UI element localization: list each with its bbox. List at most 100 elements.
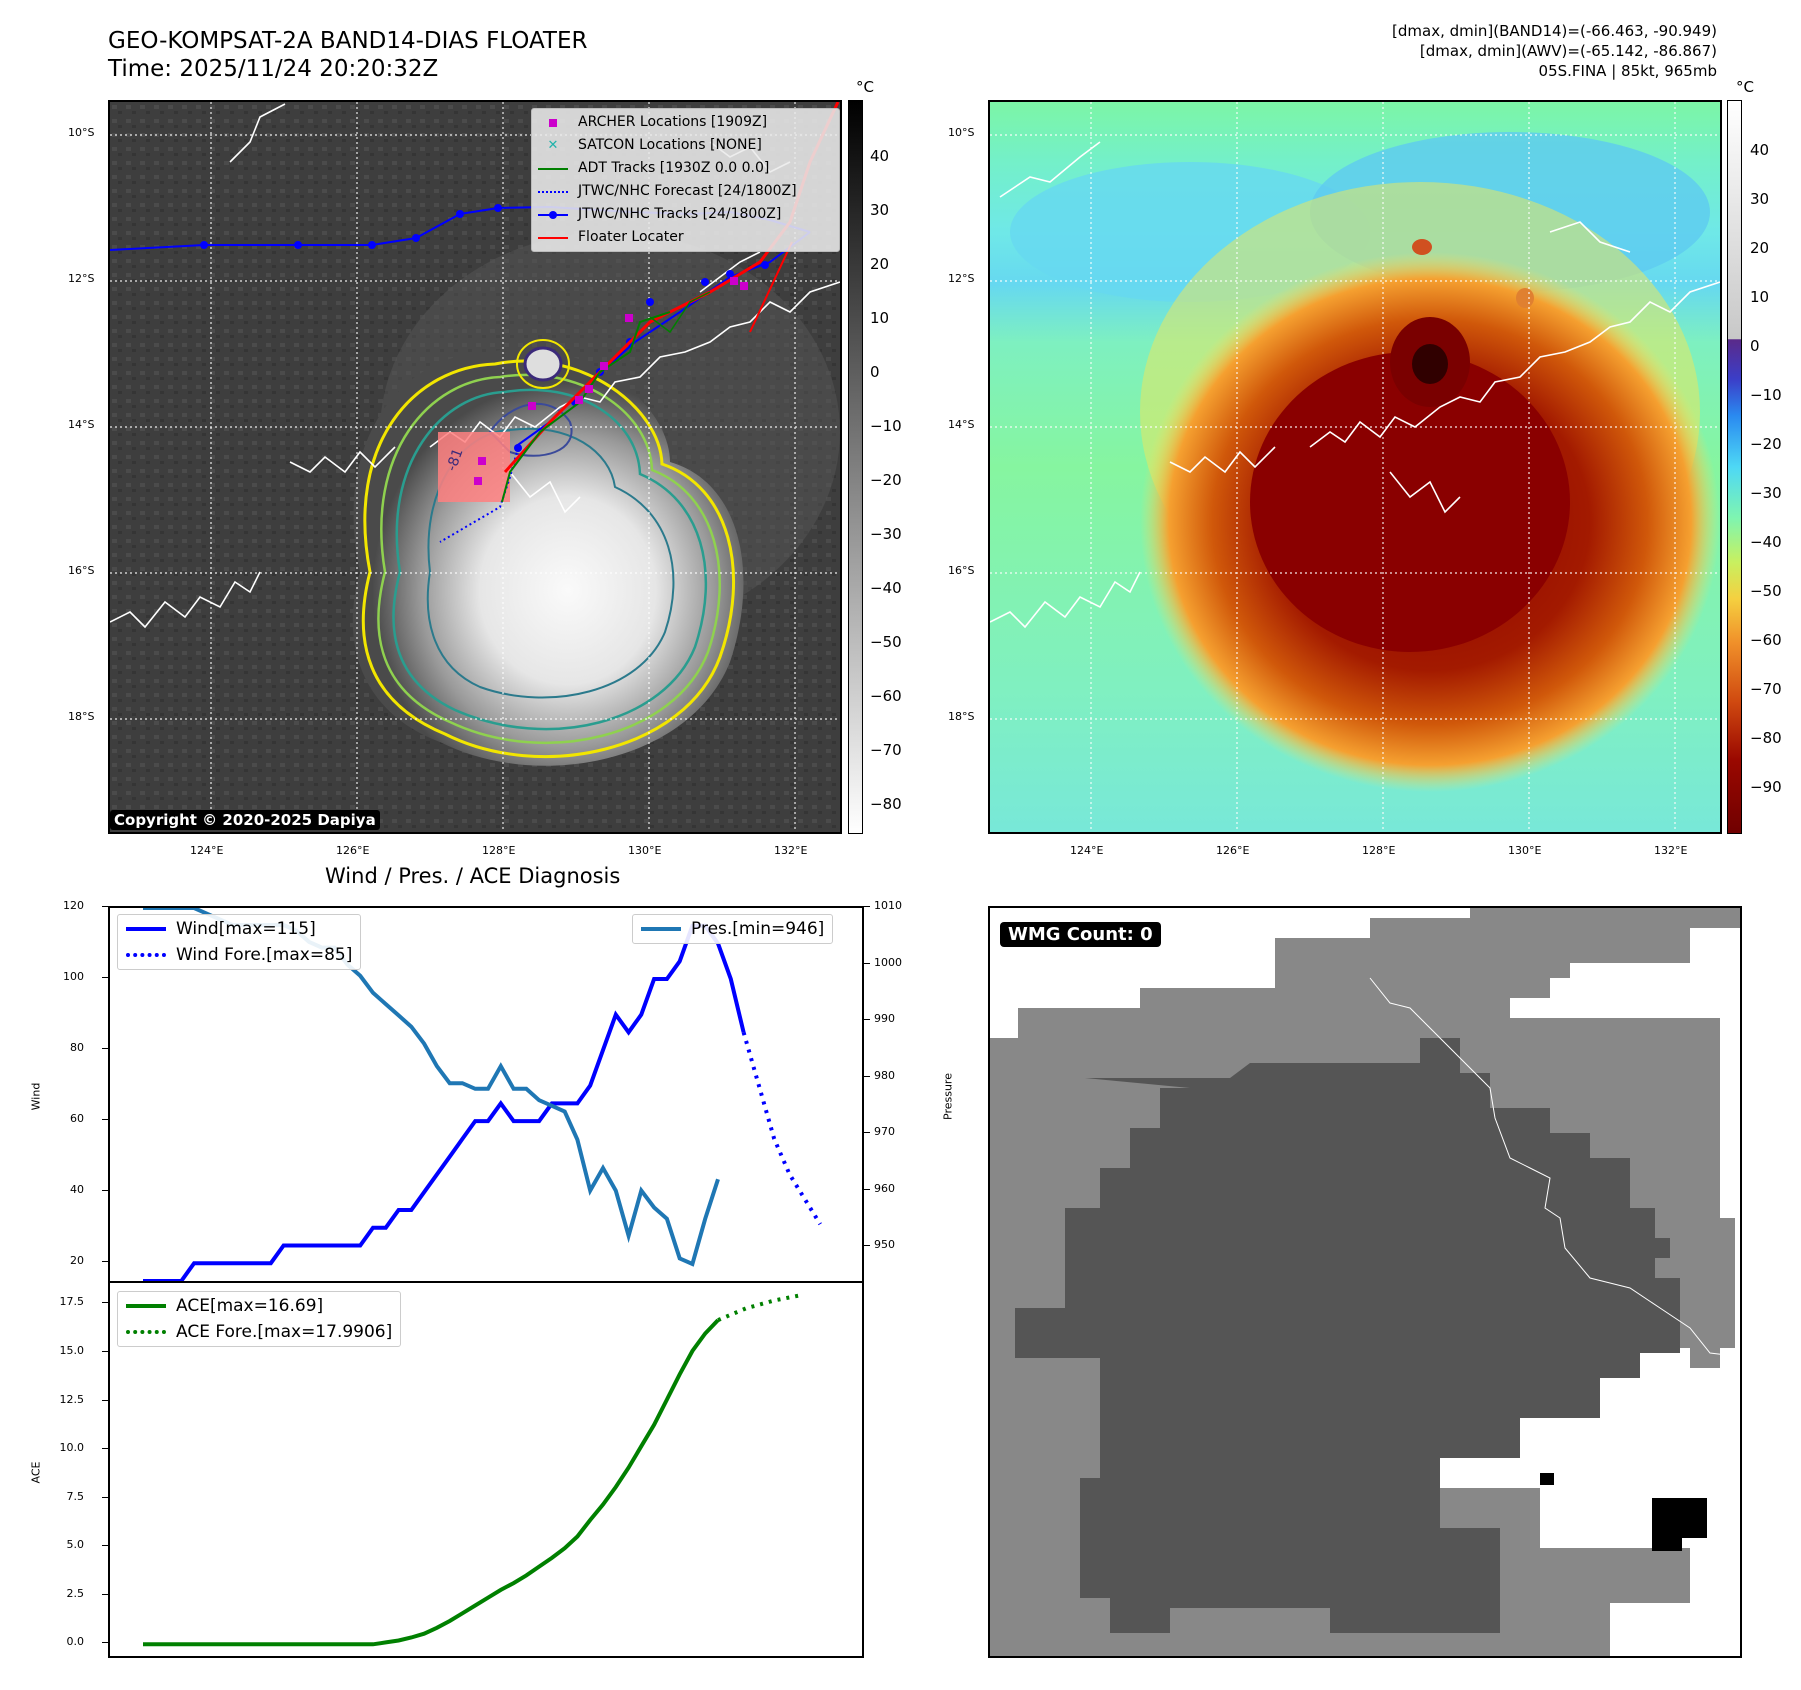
legend-item-adt: ADT Tracks [1930Z 0.0 0.0] xyxy=(538,157,833,180)
contour-label: -81 xyxy=(444,446,467,473)
ace-ytick: 15.0 xyxy=(59,1343,85,1357)
ace-tick-mark xyxy=(102,1350,108,1352)
lon-label: 128°E xyxy=(1362,844,1396,857)
wmg-count-badge: WMG Count: 0 xyxy=(1000,922,1161,947)
adt-track-segment xyxy=(649,291,711,334)
ace-svg xyxy=(143,1292,803,1647)
pressure-tick-mark xyxy=(864,962,870,964)
lon-label: 126°E xyxy=(336,844,370,857)
solid-line-icon xyxy=(126,1304,166,1308)
wv-colorbar-tick: −20 xyxy=(1750,435,1782,453)
ace-ytick: 5.0 xyxy=(66,1538,85,1552)
lat-label: 14°S xyxy=(68,418,95,431)
ir-colorbar-tick: −80 xyxy=(870,795,902,813)
legend-item-wind: Wind[max=115] xyxy=(126,916,352,942)
ir-colorbar-tick: 10 xyxy=(870,309,890,327)
floater-locater-segment xyxy=(749,241,793,333)
wv-satellite-image xyxy=(990,102,1720,832)
ace-ytick: 2.5 xyxy=(66,1586,85,1600)
info-awv-range: [dmax, dmin](AWV)=(-65.142, -86.867) xyxy=(1419,42,1717,60)
wmg-panel xyxy=(988,906,1742,1658)
wv-colorbar xyxy=(1727,100,1742,834)
wv-colorbar-tick: −50 xyxy=(1750,582,1782,600)
wind-ytick: 20 xyxy=(70,1254,84,1268)
wind-tick-mark xyxy=(102,977,108,979)
ace-axis-label: ACE xyxy=(29,1461,43,1484)
pressure-ytick: 960 xyxy=(874,1181,895,1195)
wv-colorbar-tick: 10 xyxy=(1750,288,1770,306)
ir-colorbar-tick: 0 xyxy=(870,363,880,381)
dotted-line-icon xyxy=(126,1330,166,1334)
floater-box xyxy=(438,432,510,502)
wv-colorbar-tick: 30 xyxy=(1750,190,1770,208)
dotted-line-icon xyxy=(538,190,568,193)
lon-label: 132°E xyxy=(774,844,808,857)
pressure-tick-mark xyxy=(864,1245,870,1247)
wv-colorbar-tick: −10 xyxy=(1750,386,1782,404)
ace-ytick: 10.0 xyxy=(59,1441,85,1455)
pressure-legend: Pres.[min=946] xyxy=(632,914,834,944)
legend-item-ace-forecast: ACE Fore.[max=17.9906] xyxy=(126,1319,392,1345)
wv-colorbar-tick: 0 xyxy=(1750,337,1760,355)
lat-label: 18°S xyxy=(68,710,95,723)
lat-label: 18°S xyxy=(948,710,975,723)
wv-colorbar-tick: −90 xyxy=(1750,778,1782,796)
pressure-tick-mark xyxy=(864,1188,870,1190)
wind-ytick: 60 xyxy=(70,1112,84,1126)
ace-tick-mark xyxy=(102,1642,108,1644)
pressure-ytick: 1000 xyxy=(874,955,902,969)
wind-tick-mark xyxy=(102,906,108,907)
ir-colorbar-tick: 20 xyxy=(870,255,890,273)
ir-colorbar-tick: −50 xyxy=(870,633,902,651)
ir-legend: ARCHER Locations [1909Z] ✕ SATCON Locati… xyxy=(531,108,840,252)
legend-item-jtwc-forecast: JTWC/NHC Forecast [24/1800Z] xyxy=(538,180,833,203)
dotted-line-icon xyxy=(126,953,166,957)
solid-line-icon xyxy=(538,167,568,170)
wind-ytick: 40 xyxy=(70,1183,84,1197)
lat-label: 12°S xyxy=(948,272,975,285)
wind-legend: Wind[max=115] Wind Fore.[max=85] xyxy=(117,914,362,970)
lon-label: 130°E xyxy=(1508,844,1542,857)
ace-tick-mark xyxy=(102,1448,108,1450)
ace-tick-mark xyxy=(102,1545,108,1547)
ir-colorbar-tick: −70 xyxy=(870,741,902,759)
pressure-ytick: 990 xyxy=(874,1012,895,1026)
diagnosis-title: Wind / Pres. / ACE Diagnosis xyxy=(325,864,621,888)
legend-item-wind-forecast: Wind Fore.[max=85] xyxy=(126,942,352,968)
pressure-tick-mark xyxy=(864,1132,870,1134)
wind-ytick: 100 xyxy=(63,970,84,984)
pressure-tick-mark xyxy=(864,1019,870,1021)
ace-series-line-1 xyxy=(717,1292,803,1322)
legend-item-archer: ARCHER Locations [1909Z] xyxy=(538,111,833,134)
ace-ytick: 12.5 xyxy=(59,1392,85,1406)
coastline xyxy=(1369,977,1736,1357)
copyright-badge: Copyright © 2020-2025 Dapiya xyxy=(110,810,380,830)
ace-tick-mark xyxy=(102,1496,108,1498)
legend-item-floater: Floater Locater xyxy=(538,226,833,249)
lon-label: 126°E xyxy=(1216,844,1250,857)
pressure-tick-mark xyxy=(864,906,870,907)
legend-item-jtwc-tracks: JTWC/NHC Tracks [24/1800Z] xyxy=(538,203,833,226)
lon-label: 132°E xyxy=(1654,844,1688,857)
ace-tick-mark xyxy=(102,1302,108,1304)
solid-line-icon xyxy=(126,927,166,931)
archer-markers xyxy=(474,277,748,485)
pressure-ytick: 970 xyxy=(874,1125,895,1139)
ace-tick-mark xyxy=(102,1399,108,1401)
ir-colorbar-tick: −60 xyxy=(870,687,902,705)
legend-item-pressure: Pres.[min=946] xyxy=(641,916,824,942)
lon-label: 124°E xyxy=(190,844,224,857)
lat-label: 16°S xyxy=(948,564,975,577)
wind-tick-mark xyxy=(102,1261,108,1263)
ir-colorbar-unit: °C xyxy=(856,78,874,96)
ir-satellite-image: -81 xyxy=(110,102,840,832)
ir-satellite-panel: -81 xyxy=(108,100,842,834)
series-line-1 xyxy=(741,1031,822,1226)
ir-colorbar-tick: −10 xyxy=(870,417,902,435)
lat-label: 14°S xyxy=(948,418,975,431)
ir-colorbar-tick: −30 xyxy=(870,525,902,543)
lat-label: 10°S xyxy=(68,126,95,139)
info-storm-summary: 05S.FINA | 85kt, 965mb xyxy=(1538,62,1717,80)
info-band14-range: [dmax, dmin](BAND14)=(-66.463, -90.949) xyxy=(1392,22,1717,40)
wind-tick-mark xyxy=(102,1119,108,1121)
